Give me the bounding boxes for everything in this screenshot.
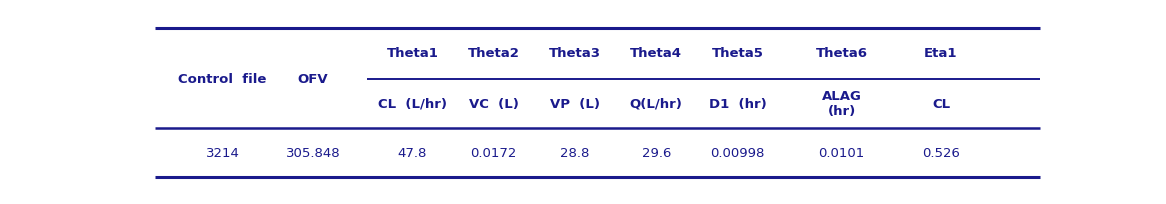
Text: 3214: 3214 <box>205 146 239 159</box>
Text: CL  (L/hr): CL (L/hr) <box>378 97 447 110</box>
Text: D1  (hr): D1 (hr) <box>709 97 766 110</box>
Text: Theta6: Theta6 <box>815 46 868 59</box>
Text: VC  (L): VC (L) <box>469 97 519 110</box>
Text: CL: CL <box>932 97 950 110</box>
Text: 28.8: 28.8 <box>561 146 590 159</box>
Text: Theta4: Theta4 <box>631 46 682 59</box>
Text: Theta2: Theta2 <box>468 46 520 59</box>
Text: 305.848: 305.848 <box>286 146 340 159</box>
Text: OFV: OFV <box>297 72 329 85</box>
Text: Theta5: Theta5 <box>711 46 764 59</box>
Text: 0.0101: 0.0101 <box>819 146 865 159</box>
Text: Theta1: Theta1 <box>386 46 438 59</box>
Text: 47.8: 47.8 <box>398 146 427 159</box>
Text: Q(L/hr): Q(L/hr) <box>630 97 683 110</box>
Text: 0.526: 0.526 <box>922 146 960 159</box>
Text: VP  (L): VP (L) <box>550 97 600 110</box>
Text: Theta3: Theta3 <box>549 46 600 59</box>
Text: 29.6: 29.6 <box>641 146 670 159</box>
Text: Eta1: Eta1 <box>925 46 957 59</box>
Text: ALAG
(hr): ALAG (hr) <box>822 90 862 118</box>
Text: 0.0172: 0.0172 <box>470 146 517 159</box>
Text: Control  file: Control file <box>178 72 267 85</box>
Text: 0.00998: 0.00998 <box>710 146 765 159</box>
